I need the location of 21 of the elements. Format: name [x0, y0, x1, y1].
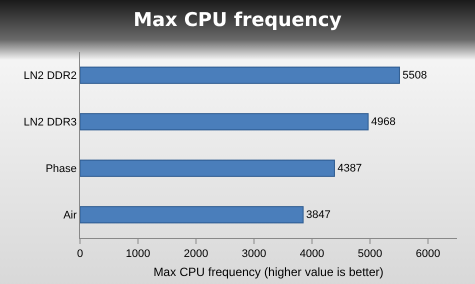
- x-tick-label: 0: [76, 248, 84, 260]
- y-tick-label: Air: [63, 210, 78, 222]
- x-tick-label: 5000: [358, 248, 382, 260]
- bar: [80, 113, 369, 130]
- data-label: 4387: [337, 162, 362, 174]
- data-label: 5508: [402, 69, 427, 82]
- x-tick-label: 3000: [242, 248, 266, 260]
- x-axis-title: Max CPU frequency (higher value is better): [153, 265, 384, 280]
- y-tick-label: LN2 DDR3: [24, 116, 77, 129]
- y-tick-label: LN2 DDR2: [24, 70, 77, 82]
- data-label: 3847: [306, 208, 331, 221]
- bar: [80, 160, 335, 177]
- chart-title: Max CPU frequency: [133, 9, 342, 32]
- data-label: 4968: [371, 116, 396, 128]
- bar: [80, 206, 304, 224]
- bar: [80, 66, 400, 84]
- y-tick-label: Phase: [46, 163, 77, 176]
- x-tick-label: 6000: [416, 248, 440, 260]
- x-tick-label: 4000: [300, 248, 324, 260]
- x-tick-label: 1000: [126, 248, 150, 260]
- x-tick-label: 2000: [184, 248, 208, 260]
